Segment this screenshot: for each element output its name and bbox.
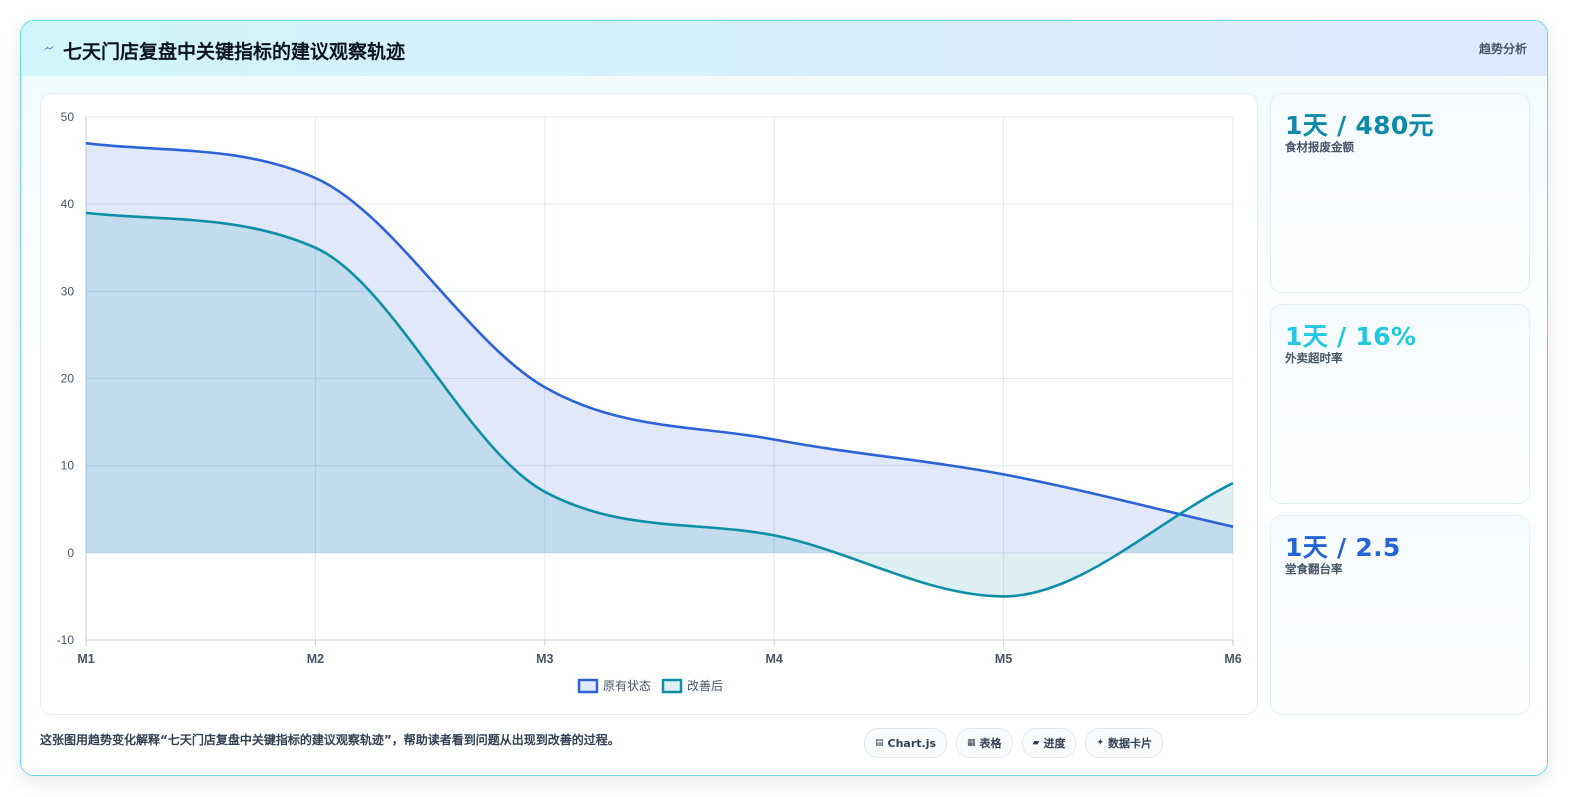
legend-swatch	[661, 678, 683, 694]
chip-label: Chart.js	[887, 736, 937, 750]
progress-icon: ▰	[1032, 738, 1040, 748]
chart-panel: -10 0 10 20 30 40 50 M1 M2 M3 M4 M5 M6 原有状态 改善后	[40, 93, 1258, 715]
chip-chartjs[interactable]: ▤ Chart.js	[864, 728, 948, 758]
table-icon: ▦	[967, 738, 976, 748]
x-tick-label: M6	[1224, 652, 1241, 666]
series-line-1	[85, 141, 1234, 528]
legend-label: 改善后	[687, 678, 723, 693]
chip-table[interactable]: ▦ 表格	[956, 728, 1013, 758]
x-tick-label: M1	[77, 652, 94, 666]
kpi-label: 食材报废金额	[1285, 140, 1354, 154]
series-area-1	[86, 143, 1233, 553]
feature-chips: ▤ Chart.js ▦ 表格 ▰ 进度 ✦ 数据卡片	[864, 728, 1164, 758]
chip-data-cards[interactable]: ✦ 数据卡片	[1085, 728, 1164, 758]
line-area-chart: -10 0 10 20 30 40 50 M1 M2 M3 M4 M5 M6 原有状态 改善后	[57, 110, 1242, 694]
sparkle-icon: ✦	[1096, 738, 1105, 748]
kpi-card-waste: 1天 / 480元 食材报废金额	[1270, 93, 1530, 293]
chip-label: 进度	[1043, 737, 1066, 750]
x-tick-label: M5	[995, 652, 1012, 666]
y-tick-label: 50	[61, 110, 75, 124]
kpi-label: 外卖超时率	[1285, 351, 1343, 365]
series-line-2	[85, 211, 1234, 598]
y-tick-label: -10	[57, 633, 75, 647]
y-tick-label: 0	[67, 546, 74, 560]
kpi-value: 1天 / 2.5	[1285, 533, 1401, 562]
x-tick-label: M4	[766, 652, 783, 666]
lightning-icon	[43, 45, 55, 50]
kpi-value: 1天 / 16%	[1285, 322, 1417, 351]
y-tick-label: 30	[61, 284, 75, 298]
chip-label: 数据卡片	[1108, 737, 1153, 750]
chip-progress[interactable]: ▰ 进度	[1021, 728, 1077, 758]
chart-icon: ▤	[875, 738, 884, 748]
kpi-label: 堂食翻台率	[1285, 562, 1343, 576]
x-tick-label: M2	[307, 652, 324, 666]
y-tick-label: 20	[61, 372, 75, 386]
card-header: 七天门店复盘中关键指标的建议观察轨迹 趋势分析	[21, 21, 1547, 76]
page-title: 七天门店复盘中关键指标的建议观察轨迹	[63, 41, 406, 63]
dashboard-card: 七天门店复盘中关键指标的建议观察轨迹 趋势分析 -10 0 10 20 30 40 50 M1…	[20, 20, 1548, 776]
kpi-card-table-turnover: 1天 / 2.5 堂食翻台率	[1270, 515, 1530, 715]
y-tick-label: 40	[61, 197, 75, 211]
legend-swatch	[577, 678, 599, 694]
chip-label: 表格	[979, 737, 1002, 750]
legend-label: 原有状态	[603, 679, 651, 693]
x-tick-label: M3	[536, 652, 553, 666]
y-tick-label: 10	[61, 459, 75, 473]
trend-analysis-badge: 趋势分析	[1478, 42, 1527, 56]
kpi-card-delivery-timeout: 1天 / 16% 外卖超时率	[1270, 304, 1530, 504]
kpi-value: 1天 / 480元	[1285, 111, 1434, 140]
chart-caption: 这张图用趋势变化解释“七天门店复盘中关键指标的建议观察轨迹”，帮助读者看到问题从…	[40, 733, 620, 747]
series-area-2	[86, 212, 1233, 597]
